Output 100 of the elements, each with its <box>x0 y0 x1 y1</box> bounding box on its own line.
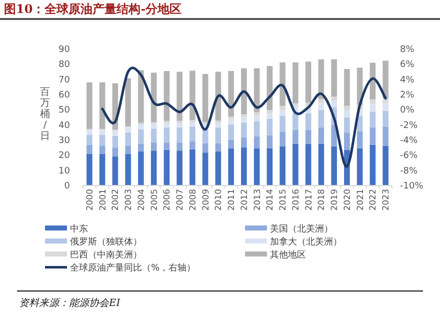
bar <box>370 112 376 128</box>
bar <box>228 124 234 140</box>
legend-label: 其他地区 <box>270 250 306 260</box>
y-tick-label: 30 <box>58 136 70 146</box>
bar <box>318 110 324 128</box>
bar <box>292 130 298 144</box>
bar <box>190 70 196 120</box>
y2-tick-label: 8% <box>400 45 415 55</box>
bar <box>112 148 118 157</box>
x-tick-label: 2013 <box>252 189 263 211</box>
bar <box>280 146 286 186</box>
bar <box>138 130 144 144</box>
bar <box>382 110 388 127</box>
bar <box>228 119 234 125</box>
bar <box>305 130 312 144</box>
x-tick-label: 2005 <box>150 189 160 211</box>
bar <box>280 116 286 132</box>
bar <box>254 148 260 186</box>
bar <box>241 122 247 138</box>
x-tick-label: 2012 <box>240 189 250 211</box>
x-tick-label: 2014 <box>266 189 276 211</box>
bar <box>266 148 273 186</box>
bar <box>241 138 247 148</box>
bar <box>344 110 350 118</box>
x-tick-label: 2021 <box>356 189 366 211</box>
y2-tick-label: -4% <box>400 136 418 146</box>
bar <box>266 110 273 114</box>
chart-title: 图10：全球原油产量结构-分地区 <box>4 2 182 16</box>
bar <box>138 152 144 186</box>
bar <box>292 62 298 104</box>
bar <box>215 143 222 152</box>
bar <box>228 70 234 117</box>
bar <box>176 123 182 128</box>
x-tick-label: 2009 <box>201 189 212 211</box>
bar <box>164 70 170 121</box>
bar <box>112 130 118 136</box>
bar <box>138 70 144 123</box>
bar <box>112 156 118 186</box>
y-tick-label: 90 <box>58 45 70 55</box>
bar <box>228 116 234 120</box>
bar <box>266 135 273 148</box>
bar <box>280 110 286 116</box>
bar <box>305 144 312 186</box>
bar <box>125 154 131 186</box>
y-tick-label: 10 <box>58 166 70 176</box>
y-tick-label: 0 <box>64 182 70 192</box>
bar <box>318 98 324 103</box>
bar <box>164 128 170 143</box>
x-tick-label: 2019 <box>330 189 340 211</box>
x-tick-label: 2022 <box>368 189 379 211</box>
bar <box>228 140 234 148</box>
bar <box>190 149 196 186</box>
bar <box>176 150 182 186</box>
bar <box>241 117 247 123</box>
y-tick-label: 20 <box>58 151 70 162</box>
bar <box>164 120 170 124</box>
bar <box>331 100 337 108</box>
bar <box>331 146 337 186</box>
bar <box>176 142 182 151</box>
bar <box>99 134 106 146</box>
text: 资料来源：能源协会EI <box>19 297 122 309</box>
bar <box>138 124 144 130</box>
bar <box>280 106 286 110</box>
y-axis-title: 百万桶/日 <box>40 87 50 142</box>
x-tick-label: 2020 <box>342 189 353 211</box>
bar <box>202 152 208 186</box>
x-tick-label: 2017 <box>304 189 314 211</box>
bar <box>86 134 92 145</box>
bar <box>202 143 208 153</box>
legend-label: 中东 <box>70 224 88 234</box>
bar <box>382 60 388 98</box>
y-tick-label: 80 <box>58 60 70 70</box>
bar <box>305 62 312 103</box>
bar <box>241 114 247 118</box>
x-tick-label: 2004 <box>136 189 147 211</box>
bar <box>254 136 260 148</box>
x-tick-label: 2011 <box>227 189 238 211</box>
bar <box>254 112 260 116</box>
bar <box>241 68 247 114</box>
bar <box>125 146 131 154</box>
bar <box>86 130 92 135</box>
x-tick-label: 2007 <box>176 189 186 211</box>
bar <box>215 128 222 144</box>
bar <box>356 148 363 186</box>
bar <box>138 144 144 152</box>
bar <box>190 142 196 150</box>
y2-tick-label: 2% <box>400 90 415 100</box>
bar <box>331 96 337 101</box>
bar <box>99 130 106 135</box>
bar <box>86 144 92 154</box>
bar <box>344 69 350 106</box>
x-tick-label: 2002 <box>111 189 122 211</box>
bar <box>125 127 131 133</box>
bar <box>280 62 286 106</box>
bar <box>176 120 182 124</box>
x-tick-label: 2003 <box>124 189 134 211</box>
x-tick-label: 2008 <box>188 189 198 211</box>
y2-tick-label: -8% <box>400 166 418 176</box>
bar <box>215 123 222 128</box>
x-tick-label: 2006 <box>162 189 173 211</box>
